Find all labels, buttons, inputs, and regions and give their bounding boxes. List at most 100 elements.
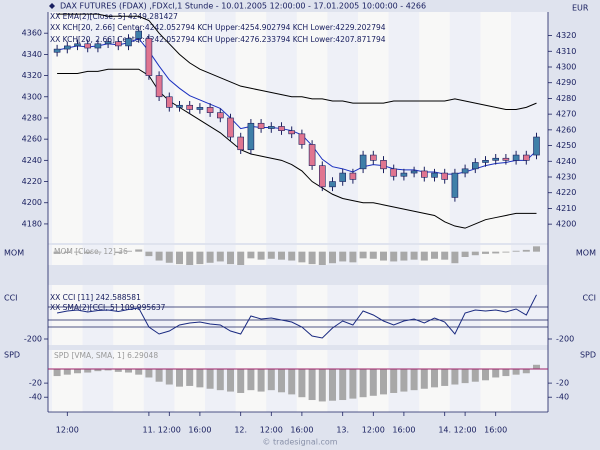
- title-icon: [49, 3, 55, 9]
- bar: [206, 369, 214, 389]
- stripe: [480, 12, 511, 243]
- mom-label: MOM: [576, 249, 596, 258]
- y-tick-label: 4300: [22, 92, 42, 101]
- bar: [114, 251, 122, 253]
- candle-body: [339, 172, 347, 182]
- stripe: [480, 245, 511, 265]
- x-tick-label: 16:00: [392, 426, 415, 435]
- y-tick-label: 4270: [556, 110, 576, 119]
- y-tick-label: 4220: [22, 177, 42, 186]
- candle-body: [318, 165, 326, 188]
- bar: [227, 251, 234, 265]
- spd-legend: SPD [VMA, SMA, 1] 6.29048: [54, 351, 158, 360]
- bar: [380, 251, 387, 261]
- candle-body: [155, 75, 163, 98]
- bar: [165, 369, 173, 385]
- bar: [53, 251, 61, 254]
- stripe: [113, 12, 144, 243]
- bar: [155, 369, 163, 382]
- stripe: [52, 245, 83, 265]
- x-tick-label: 12:00: [454, 426, 477, 435]
- candle-body: [53, 48, 61, 53]
- bar: [186, 251, 194, 265]
- bar: [196, 251, 204, 265]
- band-line: [57, 13, 537, 110]
- bar: [63, 369, 71, 375]
- bar: [318, 251, 326, 265]
- bar: [431, 251, 438, 259]
- bar: [533, 364, 540, 370]
- stripe: [419, 285, 450, 345]
- bar: [482, 251, 489, 254]
- y-tick-label: 4280: [22, 113, 42, 122]
- bar: [369, 251, 377, 259]
- bar: [471, 251, 479, 256]
- bar: [512, 250, 520, 252]
- bar: [410, 251, 418, 260]
- candle-body: [125, 38, 132, 47]
- candle-body: [471, 162, 479, 170]
- candle-body: [288, 130, 296, 135]
- candle-body: [512, 154, 520, 161]
- x-tick-label: 12:00: [260, 426, 283, 435]
- bar: [176, 369, 183, 387]
- cci-legend: XX CCI [11] 242.588581: [50, 293, 141, 302]
- bar: [94, 251, 102, 253]
- bar: [471, 369, 479, 382]
- bar: [533, 246, 540, 252]
- bar: [298, 369, 306, 398]
- stripe: [358, 12, 389, 243]
- bar: [135, 249, 143, 252]
- candle-body: [369, 154, 377, 161]
- bar: [390, 369, 398, 393]
- legend-kch2: XX KCH[20, 2.66] Center:4242.052794 KCH …: [50, 35, 386, 44]
- cci-label: CCI: [582, 294, 596, 303]
- x-tick-label: 16:00: [188, 426, 211, 435]
- candle-body: [278, 126, 285, 131]
- y-tick-label: -20: [556, 379, 569, 388]
- candle-body: [308, 144, 316, 166]
- x-tick-label: 12:00: [362, 426, 385, 435]
- candle-body: [390, 168, 398, 177]
- y-tick-label: 4290: [556, 78, 576, 87]
- x-tick-label: 12:00: [158, 426, 181, 435]
- y-tick-label: 4260: [22, 135, 42, 144]
- candle-body: [492, 157, 500, 161]
- cci-line: [57, 294, 537, 339]
- candle-body: [94, 43, 102, 49]
- bar: [94, 369, 102, 372]
- bar: [308, 251, 316, 265]
- bar: [441, 369, 449, 386]
- candle-body: [115, 41, 122, 47]
- candle-body: [166, 96, 173, 108]
- bar: [196, 369, 204, 388]
- candle-body: [206, 107, 214, 113]
- bar: [420, 369, 428, 389]
- candle-body: [64, 45, 71, 50]
- candle-body: [186, 104, 193, 110]
- bar: [74, 251, 81, 253]
- bar: [84, 369, 92, 373]
- candle-body: [135, 30, 142, 39]
- y-tick-label: -40: [29, 393, 42, 402]
- stripe: [113, 285, 144, 345]
- y-tick-label: 4240: [556, 157, 576, 166]
- candle-body: [410, 170, 418, 174]
- y-tick-label: 4200: [22, 198, 42, 207]
- y-tick-label: 4340: [22, 50, 42, 59]
- bar: [522, 249, 530, 252]
- candle-body: [431, 172, 438, 178]
- candle-body: [176, 104, 183, 108]
- y-tick-label: 4240: [22, 156, 42, 165]
- mom-legend: MOM [Close, 12] 36: [54, 247, 128, 256]
- candle-body: [237, 136, 244, 151]
- bar: [502, 369, 510, 377]
- candle-body: [522, 154, 530, 161]
- bar: [227, 369, 234, 392]
- candle-body: [461, 168, 469, 174]
- candle-body: [196, 107, 204, 110]
- candle-body: [533, 136, 540, 156]
- x-tick-label: 16:00: [290, 426, 313, 435]
